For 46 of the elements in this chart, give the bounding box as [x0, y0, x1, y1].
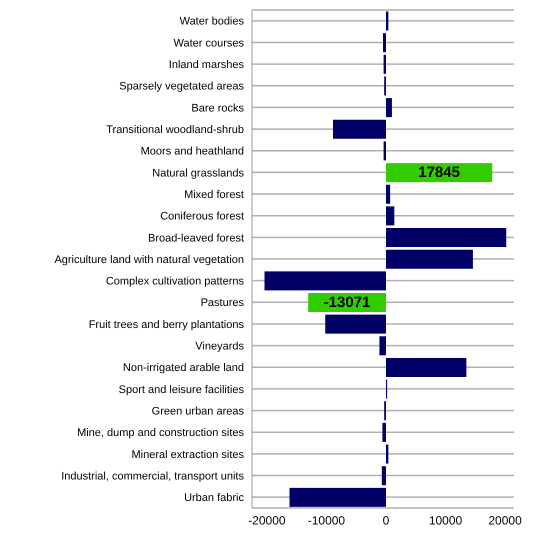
x-tick-label: 0: [382, 514, 390, 528]
y-tick-label: Mixed forest: [184, 188, 244, 201]
y-tick-label: Coniferous forest: [160, 210, 244, 223]
bar: [383, 33, 386, 52]
y-tick-label: Water courses: [173, 37, 244, 50]
y-tick-label: Urban fabric: [184, 492, 244, 504]
bar: [386, 444, 388, 464]
bar: [382, 422, 386, 442]
y-tick-label: Agriculture land with natural vegetation: [54, 254, 244, 266]
x-tick-label: 10000: [428, 514, 463, 528]
bar: [325, 314, 386, 334]
bar: [386, 250, 473, 269]
y-tick-label: Broad-leaved forest: [148, 232, 244, 244]
bar: [332, 120, 386, 139]
x-tick-label: -10000: [308, 514, 346, 528]
bar: [386, 98, 392, 118]
y-tick-label: Green urban areas: [152, 405, 244, 418]
bar: [264, 271, 386, 290]
bar: [290, 488, 386, 507]
bar: [379, 336, 386, 356]
y-tick-label: Complex cultivation patterns: [106, 276, 244, 288]
data-label: 17845: [418, 164, 460, 182]
y-tick-label: Sport and leisure facilities: [118, 384, 244, 396]
bar: [386, 358, 466, 377]
y-tick-label: Water bodies: [180, 16, 244, 28]
y-tick-label: Inland marshes: [168, 59, 244, 72]
y-tick-label: Non-irrigated arable land: [122, 362, 244, 374]
y-tick-label: Mine, dump and construction sites: [77, 427, 244, 440]
bar: [386, 228, 506, 248]
y-tick-label: Transitional woodland-shrub: [106, 124, 244, 136]
x-tick-label: -20000: [248, 514, 286, 528]
bar: [386, 206, 394, 226]
bar: [382, 466, 386, 486]
x-tick-label: 20000: [488, 514, 522, 528]
y-tick-label: Mineral extraction sites: [132, 448, 244, 461]
y-tick-label: Natural grasslands: [152, 167, 244, 180]
y-tick-label: Moors and heathland: [140, 146, 244, 158]
y-tick-label: Sparsely vegetated areas: [119, 80, 244, 93]
y-tick-label: Vineyards: [195, 340, 244, 353]
data-label: -13071: [324, 294, 370, 311]
bar: [386, 184, 390, 204]
y-tick-label: Bare rocks: [191, 102, 244, 114]
y-tick-label: Industrial, commercial, transport units: [61, 470, 244, 482]
y-tick-label: Fruit trees and berry plantations: [88, 318, 244, 331]
bar: [386, 12, 388, 31]
y-tick-label: Pastures: [200, 297, 244, 310]
